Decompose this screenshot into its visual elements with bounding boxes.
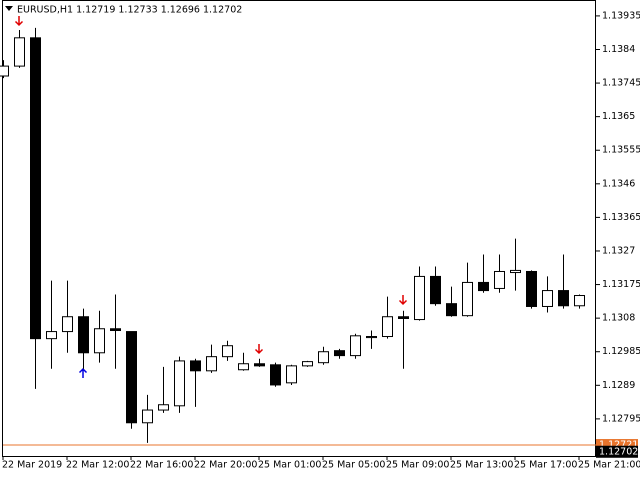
plot-frame — [2, 0, 596, 457]
candle-body — [558, 290, 569, 307]
x-tick-label: 25 Mar 01:00 — [258, 460, 321, 471]
candle-body — [350, 335, 361, 357]
candle-body — [446, 303, 457, 317]
candle-body — [542, 290, 553, 307]
candle-body — [142, 409, 153, 424]
candle-body — [206, 356, 217, 372]
candle-body — [174, 360, 185, 407]
price-label: 1.12721 — [599, 440, 638, 451]
y-tick-label: 1.13365 — [602, 212, 640, 223]
candle-body — [190, 360, 201, 372]
candle-body — [46, 331, 57, 340]
candle-body — [94, 328, 105, 354]
candle-body — [286, 365, 297, 384]
candle-body — [382, 316, 393, 338]
sell-arrow — [14, 16, 24, 27]
candle-body — [110, 328, 121, 332]
candle-body — [302, 361, 313, 367]
y-tick-label: 1.1327 — [602, 245, 635, 256]
candle-body — [494, 270, 505, 289]
y-tick-label: 1.13555 — [602, 145, 640, 156]
signal-arrows — [14, 16, 408, 378]
x-tick-label: 25 Mar 17:00 — [514, 460, 577, 471]
candle-body — [334, 350, 345, 357]
sell-arrow — [254, 344, 264, 355]
candle-body — [526, 270, 537, 307]
x-tick-label: 22 Mar 2019 — [2, 460, 62, 471]
candle-body — [222, 345, 233, 358]
candle-body — [62, 316, 73, 333]
candle-body — [318, 351, 329, 364]
candle-body — [430, 275, 441, 305]
y-tick-label: 1.13935 — [602, 10, 640, 21]
x-tick-label: 22 Mar 12:00 — [66, 460, 129, 471]
candle-body — [478, 281, 489, 292]
chart-title: EURUSD,H1 1.12719 1.12733 1.12696 1.1270… — [17, 5, 242, 16]
candle-body — [510, 269, 521, 274]
collapse-icon — [5, 6, 13, 11]
candle-body — [270, 364, 281, 386]
candle-body — [14, 37, 25, 67]
y-tick-label: 1.12795 — [602, 413, 640, 424]
candle-body — [462, 281, 473, 317]
candle-body — [238, 363, 249, 371]
y-tick-label: 1.1346 — [602, 178, 635, 189]
candle-body — [574, 295, 585, 307]
y-tick-label: 1.1289 — [602, 380, 635, 391]
x-tick-label: 25 Mar 05:00 — [322, 460, 385, 471]
candle-body — [126, 331, 137, 424]
price-label: 1.12702 — [599, 446, 638, 457]
y-tick-label: 1.1365 — [602, 111, 635, 122]
candle-body — [398, 316, 409, 319]
candle-body — [254, 363, 265, 367]
x-tick-label: 25 Mar 21:00 — [578, 460, 640, 471]
x-tick-label: 25 Mar 09:00 — [386, 460, 449, 471]
x-tick-label: 22 Mar 16:00 — [130, 460, 193, 471]
candle-body — [30, 37, 41, 340]
candle-body — [366, 336, 377, 339]
candle-body — [158, 404, 169, 411]
candle-body — [0, 65, 9, 77]
y-tick-label: 1.13175 — [602, 279, 640, 290]
y-tick-label: 1.13745 — [602, 78, 640, 89]
x-tick-label: 25 Mar 13:00 — [450, 460, 513, 471]
buy-arrow — [78, 367, 88, 378]
x-tick-label: 22 Mar 20:00 — [194, 460, 257, 471]
y-tick-label: 1.12985 — [602, 346, 640, 357]
candle-body — [414, 275, 425, 321]
sell-arrow — [398, 295, 408, 306]
price-label-box — [596, 445, 638, 458]
y-tick-label: 1.1384 — [602, 44, 635, 55]
y-tick-label: 1.1308 — [602, 313, 635, 324]
candle-body — [78, 316, 89, 354]
